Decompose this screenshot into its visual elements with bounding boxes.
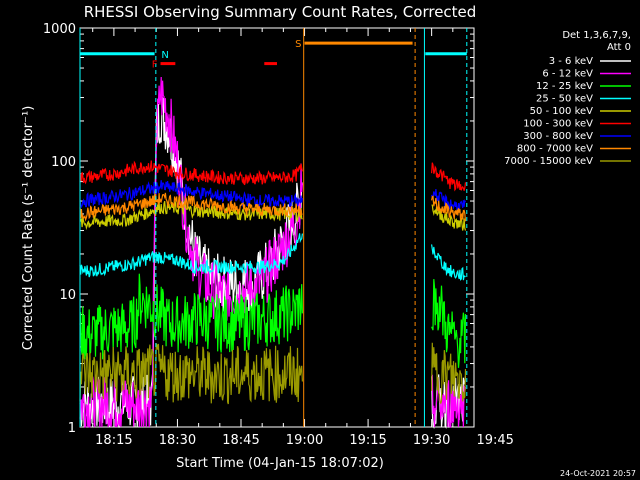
y-tick-label: 1 bbox=[68, 421, 76, 436]
legend-entry-label: 3 - 6 keV bbox=[549, 56, 593, 67]
flag-label: F bbox=[152, 60, 158, 71]
main-series-8 bbox=[79, 343, 303, 405]
legend-entry-label: 25 - 50 keV bbox=[536, 94, 593, 105]
after-series-8 bbox=[431, 342, 467, 405]
y-tick-label: 1000 bbox=[43, 22, 76, 37]
x-tick-label: 18:15 bbox=[95, 433, 132, 448]
chart-title: RHESSI Observing Summary Count Rates, Co… bbox=[84, 3, 477, 21]
after-series-3 bbox=[431, 244, 466, 281]
x-tick-label: 18:45 bbox=[222, 433, 259, 448]
main-series-3 bbox=[79, 233, 303, 278]
legend-entry-label: 12 - 25 keV bbox=[536, 81, 593, 92]
after-series-1 bbox=[431, 374, 467, 428]
main-series-2 bbox=[79, 273, 303, 360]
data-series: NF S bbox=[79, 28, 468, 430]
y-axis-label: Corrected Count Rate (s⁻¹ detector⁻¹) bbox=[21, 106, 36, 351]
legend-entry-label: 50 - 100 keV bbox=[530, 106, 594, 117]
timestamp-label: 24-Oct-2021 20:57 bbox=[560, 469, 636, 478]
main-series-6 bbox=[79, 180, 303, 209]
legend: Det 1,3,6,7,9,Att 0 3 - 6 keV 6 - 12 keV12… bbox=[504, 30, 631, 167]
y-tick-label: 10 bbox=[59, 288, 76, 303]
flag-label: S bbox=[295, 39, 301, 50]
legend-entry-label: 300 - 800 keV bbox=[523, 131, 593, 142]
x-axis-label: Start Time (04-Jan-15 18:07:02) bbox=[176, 456, 384, 471]
plot-area: 1 10 100 1000 18:15 18:30 18:45 19:00 19:15 19:30… bbox=[43, 22, 514, 448]
legend-entry-label: 800 - 7000 keV bbox=[517, 144, 593, 155]
legend-entry-label: 7000 - 15000 keV bbox=[504, 156, 593, 167]
x-tick-label: 18:30 bbox=[159, 433, 196, 448]
after-series-5 bbox=[431, 162, 467, 192]
x-tick-label: 19:00 bbox=[286, 433, 323, 448]
main-series-4 bbox=[79, 201, 303, 231]
x-tick-label: 19:15 bbox=[349, 433, 386, 448]
legend-entry-label: 100 - 300 keV bbox=[523, 119, 593, 130]
after-series-6 bbox=[431, 189, 467, 213]
legend-header: Att 0 bbox=[607, 42, 631, 53]
after-series-2 bbox=[431, 279, 467, 368]
legend-header: Det 1,3,6,7,9, bbox=[562, 30, 631, 41]
flag-label: N bbox=[161, 50, 168, 61]
main-series-1 bbox=[79, 76, 303, 428]
main-series-5 bbox=[79, 160, 303, 186]
main-series-7 bbox=[79, 192, 303, 222]
x-tick-label: 19:30 bbox=[413, 433, 450, 448]
y-tick-label: 100 bbox=[51, 155, 76, 170]
after-series-7 bbox=[431, 195, 467, 222]
x-tick-label: 19:45 bbox=[476, 433, 513, 448]
legend-entry-label: 6 - 12 keV bbox=[542, 69, 593, 80]
after-series-4 bbox=[431, 204, 467, 231]
